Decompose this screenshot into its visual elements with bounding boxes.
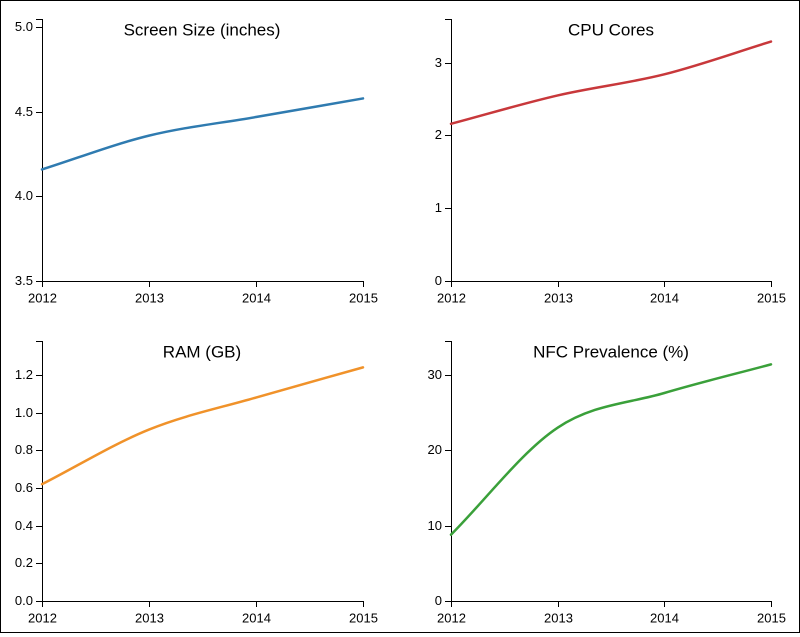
x-axis-line [42, 601, 364, 607]
x-tick-label: 2014 [242, 610, 271, 625]
chart-panel-1: Screen Size (inches) 3.5 4.0 4.5 5.0 2012 2013… [15, 19, 378, 306]
chart-title: CPU Cores [568, 20, 654, 39]
series-line [449, 40, 773, 126]
y-axis-line [36, 341, 43, 602]
y-tick-label: 3 [435, 55, 442, 70]
x-tick-label: 2012 [437, 610, 466, 625]
chart-panel-4: NFC Prevalence (%) 0 10 20 30 2012 2013 2014 201… [428, 341, 786, 625]
y-tick-label: 0 [435, 273, 442, 288]
chart-title: RAM (GB) [163, 342, 241, 361]
y-tick-label: 0.4 [15, 518, 33, 533]
y-tick-label: 0 [435, 593, 442, 608]
y-tick-label: 0.8 [15, 442, 33, 457]
x-tick-label: 2014 [650, 290, 679, 305]
x-axis-line [451, 601, 772, 607]
series-line [40, 366, 365, 486]
chart-title: Screen Size (inches) [124, 20, 281, 39]
y-axis-line [36, 19, 43, 282]
x-tick-label: 2015 [757, 610, 786, 625]
y-tick-label: 0.6 [15, 480, 33, 495]
y-tick-label: 5.0 [15, 19, 33, 34]
y-tick-label: 10 [428, 518, 442, 533]
x-axis-line [451, 281, 772, 287]
y-tick-label: 20 [428, 442, 442, 457]
x-tick-label: 2012 [28, 610, 57, 625]
x-tick-label: 2014 [242, 290, 271, 305]
chart-panel-2: CPU Cores 0 1 2 3 2012 2013 2014 2015 [435, 19, 786, 305]
x-tick-label: 2013 [135, 610, 164, 625]
chart-panel-3: RAM (GB) 0.0 0.2 0.4 0.6 0.8 1.0 1.2 2012 2013 201… [15, 341, 378, 625]
y-axis-line [445, 341, 452, 602]
y-tick-label: 1 [435, 200, 442, 215]
series-line [40, 97, 365, 171]
y-tick-label: 1.2 [15, 367, 33, 382]
chart-title: NFC Prevalence (%) [533, 342, 689, 361]
x-tick-label: 2015 [349, 610, 378, 625]
x-tick-label: 2012 [28, 290, 57, 305]
series-line [449, 363, 773, 536]
x-tick-label: 2013 [135, 290, 164, 305]
y-tick-label: 2 [435, 127, 442, 142]
y-tick-label: 0.2 [15, 555, 33, 570]
y-axis-line [445, 19, 452, 282]
x-tick-label: 2015 [349, 290, 378, 305]
y-tick-label: 3.5 [15, 273, 33, 288]
x-tick-label: 2013 [544, 290, 573, 305]
y-tick-label: 0.0 [15, 593, 33, 608]
y-tick-label: 4.5 [15, 104, 33, 119]
x-tick-label: 2014 [650, 610, 679, 625]
y-tick-label: 4.0 [15, 188, 33, 203]
x-tick-label: 2015 [757, 290, 786, 305]
x-axis-line [42, 281, 364, 287]
y-tick-label: 1.0 [15, 405, 33, 420]
x-tick-label: 2013 [544, 610, 573, 625]
x-tick-label: 2012 [437, 290, 466, 305]
y-tick-label: 30 [428, 367, 442, 382]
